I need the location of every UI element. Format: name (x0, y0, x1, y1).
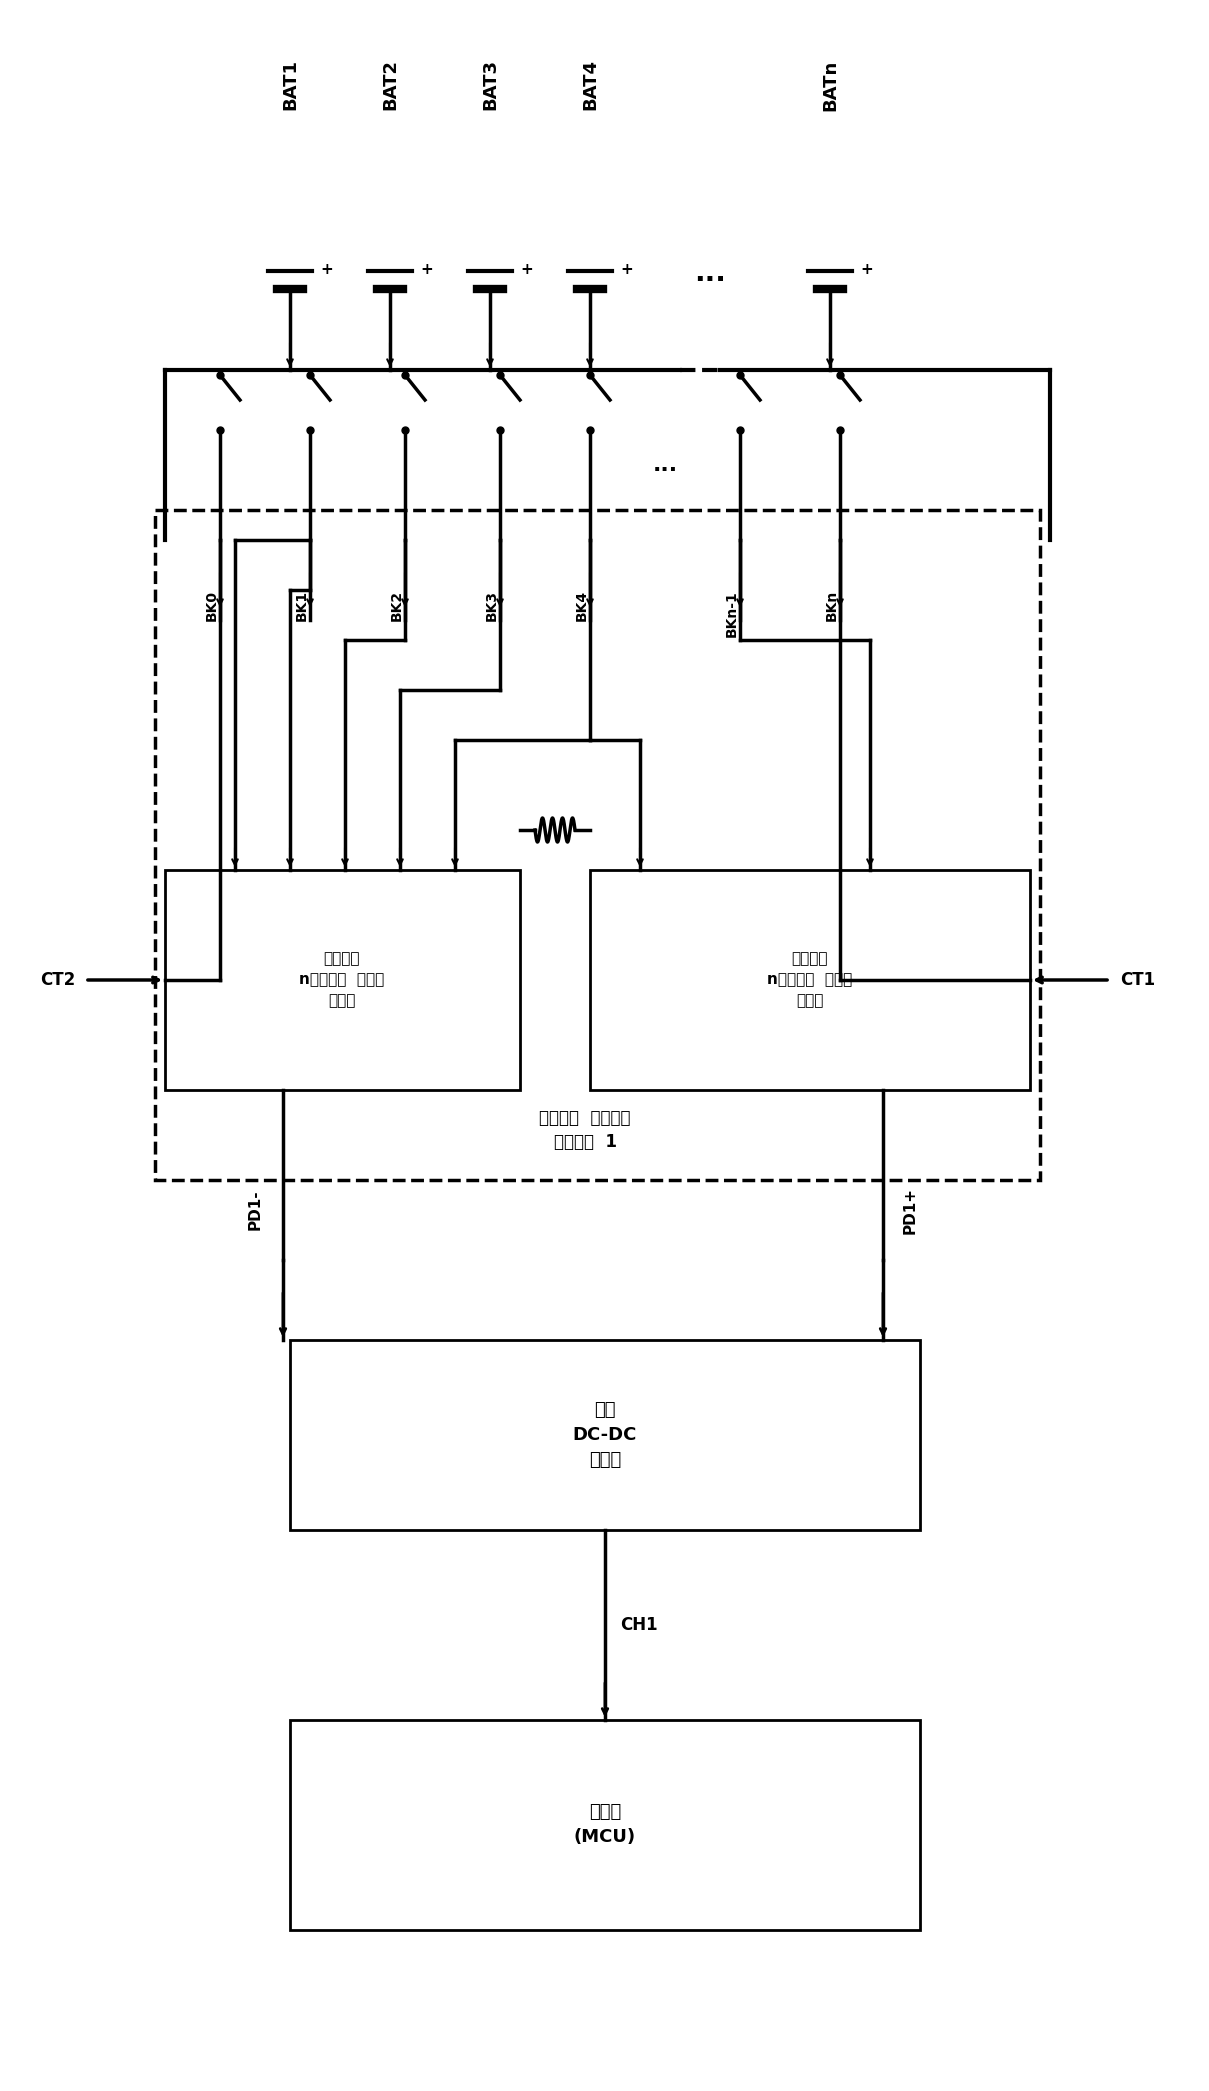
Text: +: + (420, 261, 433, 276)
Text: ···: ··· (694, 266, 725, 295)
Bar (155, 510, 1040, 1179)
Text: 控制器
(MCU): 控制器 (MCU) (574, 1805, 636, 1846)
Bar (290, 1340, 920, 1531)
Text: ···: ··· (653, 460, 677, 481)
Text: PD1+: PD1+ (903, 1186, 918, 1234)
Text: BAT1: BAT1 (280, 59, 299, 111)
Text: PD1-: PD1- (248, 1190, 264, 1230)
Text: BK4: BK4 (575, 590, 589, 621)
Text: BAT3: BAT3 (481, 59, 499, 111)
Text: +: + (860, 261, 873, 276)
Text: CT2: CT2 (40, 970, 75, 989)
Text: 双向
DC-DC
变换器: 双向 DC-DC 变换器 (573, 1401, 637, 1470)
Text: 超级电容  均衡单元
储能元件  1: 超级电容 均衡单元 储能元件 1 (539, 1108, 631, 1152)
Text: +: + (320, 261, 332, 276)
Text: 选通开关
n路选择器  第二路
选择器: 选通开关 n路选择器 第二路 选择器 (768, 951, 852, 1008)
Text: BKn: BKn (825, 590, 839, 621)
Text: BAT4: BAT4 (582, 59, 598, 111)
Text: BATn: BATn (821, 59, 839, 111)
Text: BK2: BK2 (391, 590, 404, 621)
Text: CH1: CH1 (620, 1616, 658, 1633)
Text: BKn-1: BKn-1 (725, 590, 739, 638)
Text: BK1: BK1 (295, 590, 310, 621)
Bar (164, 870, 520, 1089)
Text: +: + (520, 261, 533, 276)
Text: +: + (620, 261, 632, 276)
Text: 选通开关
n路选择器  第一路
选择器: 选通开关 n路选择器 第一路 选择器 (300, 951, 384, 1008)
Text: BK3: BK3 (485, 590, 499, 621)
Text: BK0: BK0 (206, 590, 219, 621)
Bar (590, 870, 1030, 1089)
Text: BAT2: BAT2 (381, 59, 399, 111)
Bar (290, 1721, 920, 1930)
Text: CT1: CT1 (1120, 970, 1155, 989)
